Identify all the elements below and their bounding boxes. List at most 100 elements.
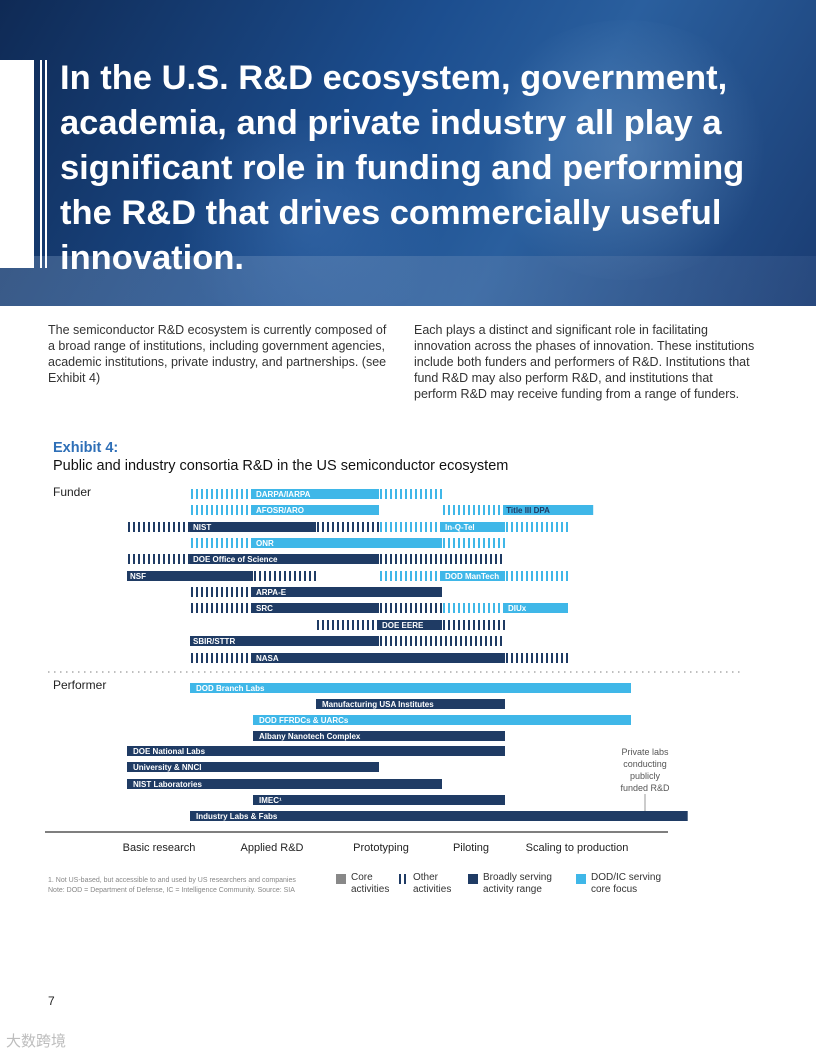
hatch-tick [490,636,492,646]
hatch-tick [468,505,470,515]
hatch-tick [148,554,150,564]
hatch-tick [372,522,374,532]
hatch-tick [196,538,198,548]
hatch-tick [473,505,475,515]
hatch-tick [420,636,422,646]
hatch-tick [327,522,329,532]
hatch-tick [511,522,513,532]
legend-swatch-hatch [399,874,406,884]
hatch-tick [400,571,402,581]
hatch-tick [460,636,462,646]
bar-label: DOD ManTech [445,572,499,581]
hatch-tick [251,603,253,613]
bar-label: DOE EERE [382,621,424,630]
hatch-tick [380,603,382,613]
hatch-tick [561,571,563,581]
hatch-tick [556,653,558,663]
hatch-tick [231,505,233,515]
hatch-tick [196,587,198,597]
hatch-tick [448,620,450,630]
hatch-tick [395,522,397,532]
hatch-tick [251,489,253,499]
hero-band [0,256,816,306]
hatch-tick [498,505,500,515]
funder-bar [505,505,594,515]
hatch-tick [430,603,432,613]
hatch-tick [158,554,160,564]
hatch-tick [526,522,528,532]
hatch-tick [556,571,558,581]
hatch-tick [503,505,505,515]
watermark: 大数跨境 [6,1033,67,1050]
bar-label: DOD FFRDCs & UARCs [259,716,349,725]
hatch-tick [246,603,248,613]
hatch-tick [380,489,382,499]
legend-swatch-broad [468,874,478,884]
hatch-tick [498,538,500,548]
hatch-tick [395,636,397,646]
hatch-tick [322,620,324,630]
hero-accent-line [40,60,42,268]
hatch-tick [493,538,495,548]
hatch-tick [269,571,271,581]
hatch-tick [531,571,533,581]
hatch-tick [463,505,465,515]
private-labs-note: funded R&D [620,783,670,793]
hatch-tick [304,571,306,581]
hatch-tick [400,603,402,613]
hatch-tick [405,554,407,564]
hatch-tick [415,636,417,646]
hatch-tick [443,505,445,515]
hatch-tick [488,538,490,548]
hatch-tick [430,522,432,532]
hatch-tick [473,603,475,613]
hatch-tick [241,587,243,597]
hatch-tick [470,554,472,564]
hatch-tick [546,571,548,581]
bar-label: University & NNCI [133,763,201,772]
hatch-tick [241,505,243,515]
hatch-tick [246,653,248,663]
hatch-tick [551,571,553,581]
hatch-tick [415,554,417,564]
hatch-tick [191,538,193,548]
bar-label: DIUx [508,604,527,613]
hatch-tick [410,522,412,532]
hatch-tick [153,554,155,564]
hatch-tick [405,636,407,646]
hatch-tick [468,538,470,548]
hatch-tick [395,571,397,581]
hatch-tick [191,653,193,663]
hatch-tick [503,620,505,630]
hatch-tick [526,653,528,663]
hatch-tick [191,587,193,597]
funder-bar [253,489,379,499]
hatch-tick [385,571,387,581]
phase-label: Piloting [453,842,489,854]
hatch-tick [395,603,397,613]
hatch-tick [556,522,558,532]
hatch-tick [317,620,319,630]
hatch-tick [498,620,500,630]
hatch-tick [405,522,407,532]
hatch-tick [450,636,452,646]
hatch-tick [390,636,392,646]
performer-bar [316,699,505,709]
bar-label: DARPA/IARPA [256,490,311,499]
hatch-tick [221,587,223,597]
hatch-tick [511,653,513,663]
hatch-tick [448,603,450,613]
performer-bar [127,779,442,789]
hatch-tick [448,538,450,548]
hero-glow [476,20,776,280]
hatch-tick [405,603,407,613]
bar-label: DOE Office of Science [193,555,278,564]
hatch-tick [536,571,538,581]
hatch-tick [274,571,276,581]
exhibit-label: Exhibit 4: [53,440,119,456]
bar-label: SBIR/STTR [193,637,235,646]
hatch-tick [201,538,203,548]
hatch-tick [526,571,528,581]
hatch-tick [191,489,193,499]
hatch-tick [478,505,480,515]
